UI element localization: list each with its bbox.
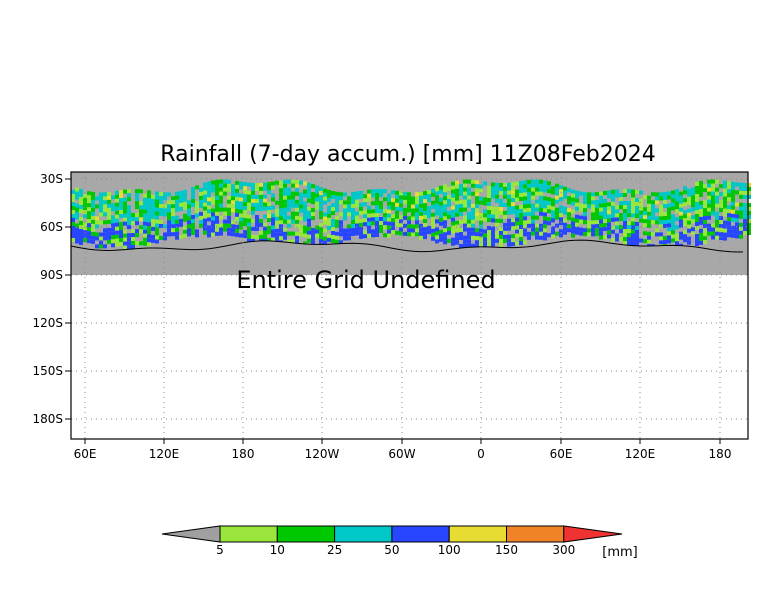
colorbar-level-label: 5 [216, 543, 224, 557]
rainfall-data-band [70, 172, 751, 275]
colorbar-segment [276, 525, 336, 543]
x-tick-label: 120E [625, 447, 656, 461]
antarctica-coastline [70, 239, 744, 253]
colorbar-level-label: 300 [552, 543, 575, 557]
y-tick-label: 120S [32, 316, 63, 330]
x-tick-label: 60E [74, 447, 97, 461]
y-axis: 30S 60S 90S 120S 150S 180S [32, 172, 71, 426]
colorbar-segment [391, 525, 450, 543]
colorbar-level-label: 100 [438, 543, 461, 557]
colorbar-level-label: 25 [327, 543, 342, 557]
colorbar-segment [506, 525, 565, 543]
rainfall-specks [71, 179, 751, 250]
colorbar-segment [334, 525, 393, 543]
x-tick-label: 120W [305, 447, 340, 461]
colorbar-segment [219, 525, 278, 543]
colorbar-level-label: 50 [384, 543, 399, 557]
colorbar-over-triangle [563, 525, 623, 543]
undefined-grid-message: Entire Grid Undefined [236, 266, 495, 294]
x-tick-label: 180 [709, 447, 732, 461]
x-tick-label: 60E [550, 447, 573, 461]
x-tick-label: 60W [388, 447, 415, 461]
map-title: Rainfall (7-day accum.) [mm] 11Z08Feb202… [160, 142, 655, 167]
colorbar-under-triangle [161, 525, 221, 543]
colorbar-segment [448, 525, 508, 543]
x-tick-label: 120E [149, 447, 180, 461]
x-axis: 60E 120E 180 120W 60W 0 60E 120E 180 [74, 439, 732, 461]
y-tick-label: 180S [32, 412, 63, 426]
colorbar-level-label: 150 [495, 543, 518, 557]
x-tick-label: 180 [232, 447, 255, 461]
colorbar-unit-label: [mm] [602, 545, 637, 560]
colorbar-level-label: 10 [270, 543, 285, 557]
y-tick-label: 60S [40, 220, 63, 234]
map-frame [70, 171, 749, 440]
colorbar-legend: 5 10 25 50 100 150 300 [mm] [161, 525, 638, 560]
x-tick-label: 0 [477, 447, 485, 461]
map-panel: Entire Grid Undefined [70, 171, 751, 440]
y-tick-label: 30S [40, 172, 63, 186]
y-tick-label: 150S [32, 364, 63, 378]
y-tick-label: 90S [40, 268, 63, 282]
antarctica-land [71, 240, 748, 275]
